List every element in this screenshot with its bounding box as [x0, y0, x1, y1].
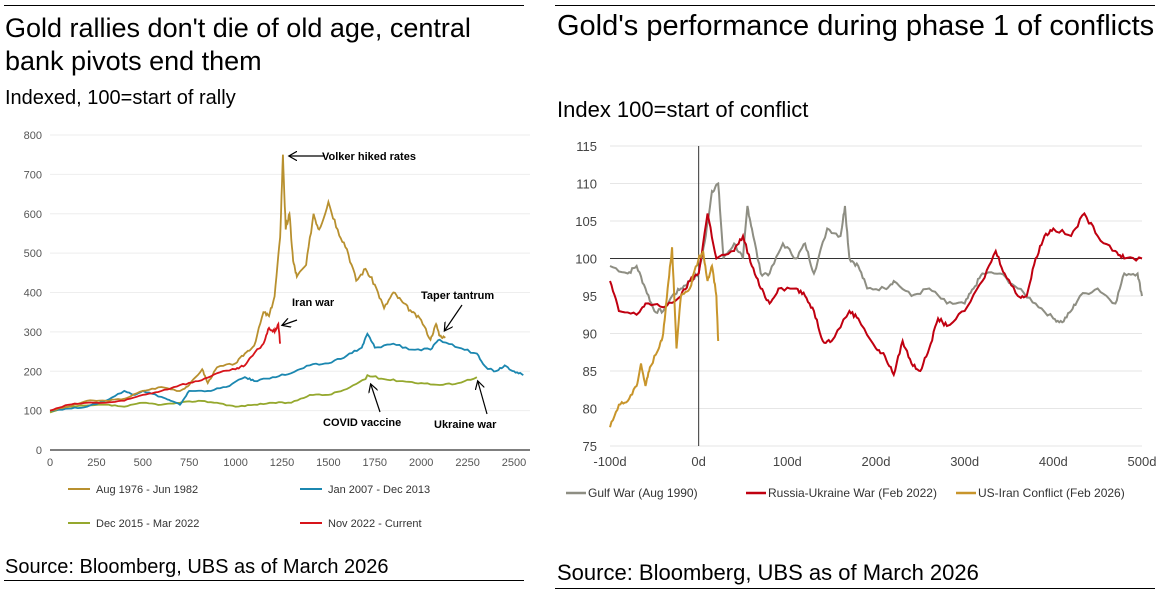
right-chart-subtitle: Index 100=start of conflict [557, 97, 809, 122]
x-tick-label: 1750 [363, 457, 387, 469]
x-tick-label: 2500 [502, 457, 526, 469]
y-tick-label: 95 [583, 289, 597, 304]
annotation-arrow [371, 385, 381, 413]
y-tick-label: 800 [24, 130, 42, 142]
y-tick-label: 200 [24, 366, 42, 378]
y-tick-label: 400 [24, 288, 42, 300]
right-chart-title: Gold's performance during phase 1 of con… [557, 10, 1155, 42]
x-tick-label: 0 [47, 457, 53, 469]
y-tick-label: 115 [576, 139, 597, 154]
y-tick-label: 700 [24, 169, 42, 181]
y-tick-label: 600 [24, 209, 42, 221]
x-tick-label: 300d [950, 454, 979, 469]
series-line-1 [609, 181, 1143, 324]
bottom-rule-left [4, 580, 524, 581]
series-line-3 [609, 247, 720, 428]
y-tick-label: 110 [576, 177, 597, 192]
right-chart-source: Source: Bloomberg, UBS as of March 2026 [557, 560, 979, 585]
series-line-3 [49, 374, 478, 414]
y-tick-label: 100 [575, 252, 597, 267]
annotation-label: COVID vaccine [323, 417, 401, 429]
annotation-label: Iran war [292, 297, 335, 309]
x-tick-label: 2000 [409, 457, 433, 469]
legend-label: Jan 2007 - Dec 2013 [328, 484, 430, 496]
legend-label: Gulf War (Aug 1990) [588, 486, 698, 500]
x-tick-label: 500d [1128, 454, 1157, 469]
y-tick-label: 300 [24, 327, 42, 339]
x-tick-label: 2250 [455, 457, 479, 469]
series-line-4 [49, 321, 282, 412]
top-rule-left [4, 5, 524, 6]
y-tick-label: 105 [575, 214, 597, 229]
legend-label: Russia-Ukraine War (Feb 2022) [768, 486, 937, 500]
top-rule-right [555, 5, 1155, 6]
y-tick-label: 75 [583, 439, 597, 454]
y-tick-label: 90 [583, 327, 597, 342]
annotation-label: Ukraine war [434, 419, 497, 431]
right-chart: 75 80 85 90 95 100 105 110 115 -100d 0d 100d 200d 300… [566, 139, 1157, 500]
legend-label: Nov 2022 - Current [328, 518, 422, 530]
annotation-arrow [445, 304, 463, 330]
x-tick-label: 1250 [270, 457, 294, 469]
annotation-arrow [478, 382, 488, 415]
annotation-label: Taper tantrum [421, 290, 494, 302]
left-chart-subtitle: Indexed, 100=start of rally [5, 87, 236, 109]
x-tick-label: -100d [593, 454, 626, 469]
x-tick-label: 500 [134, 457, 152, 469]
y-tick-label: 500 [24, 248, 42, 260]
x-tick-label: 1000 [223, 457, 247, 469]
legend-label: US-Iran Conflict (Feb 2026) [978, 486, 1125, 500]
x-tick-label: 200d [862, 454, 891, 469]
left-chart: 0 100 200 300 400 500 600 700 800 0 250 500 750 1000 1… [24, 130, 530, 530]
legend-label: Dec 2015 - Mar 2022 [96, 518, 199, 530]
series-line-2 [609, 211, 1143, 378]
left-chart-source: Source: Bloomberg, UBS as of March 2026 [5, 556, 389, 578]
y-tick-label: 0 [36, 445, 42, 457]
x-tick-label: 750 [180, 457, 198, 469]
annotation-label: Volker hiked rates [322, 151, 416, 163]
legend-label: Aug 1976 - Jun 1982 [96, 484, 198, 496]
x-tick-label: 100d [773, 454, 802, 469]
y-tick-label: 80 [583, 402, 597, 417]
annotation-arrow [283, 320, 298, 325]
y-tick-label: 85 [583, 364, 597, 379]
y-tick-label: 100 [24, 406, 42, 418]
series-line-1 [49, 154, 446, 412]
x-tick-label: 1500 [316, 457, 340, 469]
bottom-rule-right [555, 588, 1155, 589]
x-tick-label: 0d [691, 454, 705, 469]
x-tick-label: 400d [1039, 454, 1068, 469]
x-tick-label: 250 [87, 457, 105, 469]
left-chart-title: Gold rallies don't die of old age, centr… [5, 13, 471, 76]
